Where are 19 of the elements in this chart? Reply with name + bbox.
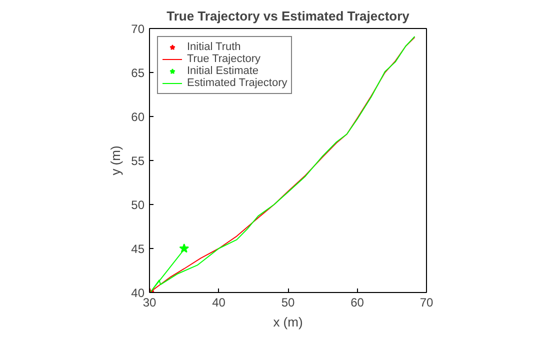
y-tick-label: 45 bbox=[131, 242, 145, 256]
y-tick-label: 55 bbox=[131, 154, 145, 168]
y-axis-title: y (m) bbox=[108, 146, 124, 176]
x-tick-label: 40 bbox=[212, 296, 226, 310]
x-tick-label: 70 bbox=[420, 296, 434, 310]
y-tick-label: 65 bbox=[131, 66, 145, 80]
legend-label: Estimated Trajectory bbox=[187, 77, 288, 89]
y-tick-label: 60 bbox=[131, 110, 145, 124]
x-tick-label: 50 bbox=[281, 296, 295, 310]
x-tick-label: 60 bbox=[350, 296, 364, 310]
legend-label: True Trajectory bbox=[187, 53, 261, 65]
y-tick-label: 70 bbox=[131, 22, 145, 36]
x-axis-title: x (m) bbox=[273, 314, 303, 330]
x-tick-label: 30 bbox=[142, 296, 156, 310]
y-tick-label: 50 bbox=[131, 198, 145, 212]
legend-label: Initial Estimate bbox=[187, 65, 259, 77]
chart-title: True Trajectory vs Estimated Trajectory bbox=[166, 8, 410, 24]
legend-label: Initial Truth bbox=[187, 41, 241, 53]
y-tick-label: 40 bbox=[131, 286, 145, 300]
